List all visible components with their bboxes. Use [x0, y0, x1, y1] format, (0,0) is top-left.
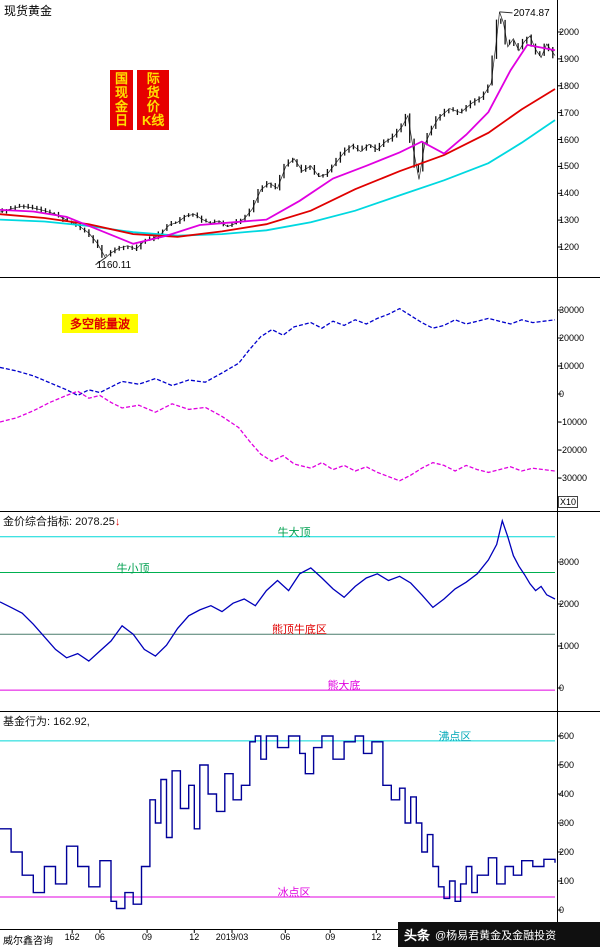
kline-corner-label: 国现金日际货价 K线	[110, 70, 170, 130]
fund-panel-title: 基金行为: 162.92,	[3, 713, 90, 729]
y-axis-tick: 1400	[559, 188, 580, 199]
fund-title-label: 基金行为:	[3, 716, 51, 728]
x-axis-tick: 09	[325, 932, 336, 942]
kline-corner-label-char: 货	[146, 85, 160, 100]
x-axis-tick: 09	[142, 932, 153, 942]
guide-label: 牛大顶	[277, 526, 311, 539]
indicator-title-value: 2078.25	[75, 516, 115, 528]
x-axis-tick: 2019/03	[215, 932, 249, 942]
indicator-panel-title: 金价综合指标: 2078.25↓	[3, 513, 120, 529]
down-arrow-icon: ↓	[114, 516, 121, 528]
kline-corner-label-char: 金	[115, 99, 129, 114]
y-axis-tick: 3000	[559, 557, 580, 567]
indicator-line	[0, 518, 556, 662]
y-axis-tick: 1600	[559, 134, 580, 145]
y-axis-tick: 500	[559, 760, 575, 770]
y-axis-tick: 1800	[559, 80, 580, 91]
price-annotation: 2074.87	[513, 7, 550, 19]
indicator-title-label: 金价综合指标:	[3, 516, 73, 528]
y-axis-tick: 1200	[559, 242, 580, 252]
kline-corner-label-char: 际	[146, 71, 160, 86]
x-axis-tick: 06	[94, 932, 105, 942]
y-axis-tick: -20000	[559, 445, 588, 455]
price-annotations	[95, 11, 513, 266]
y-axis-tick: 1000	[559, 641, 580, 651]
watermark-brand: 头条	[404, 928, 431, 943]
guide-label: 沸点区	[438, 730, 472, 743]
y-axis-tick: 1900	[559, 53, 580, 64]
x-axis-tick: 06	[280, 932, 291, 942]
y-axis-tick: 600	[559, 731, 575, 741]
kline-corner-label-char: 日	[115, 113, 129, 128]
page-title: 现货黄金	[4, 4, 53, 18]
guide-label: 熊顶牛底区	[271, 624, 327, 637]
watermark: 头条 @杨易君黄金及金融投资	[398, 922, 600, 947]
y-axis-tick: 10000	[559, 361, 585, 371]
y-axis-tick: 400	[559, 789, 575, 799]
guide-label: 熊大底	[327, 680, 361, 693]
x-axis-tick: 12	[371, 932, 382, 942]
kline-corner-label-char: K线	[142, 113, 165, 128]
moving-average-lines	[0, 43, 556, 245]
x-axis-tick: 12	[189, 932, 200, 942]
y-axis-tick: 2000	[559, 27, 580, 37]
y-axis-tick: 0	[559, 683, 565, 693]
energy-wave-lines	[0, 307, 556, 482]
kline-corner-label-char: 国	[115, 71, 129, 86]
y-axis-tick: 2000	[559, 599, 580, 609]
y-axis-tick: -10000	[559, 417, 588, 427]
y-axis-tick: -30000	[559, 473, 588, 483]
unit-multiplier-label: X10	[558, 496, 579, 508]
y-axis-tick: 300	[559, 818, 575, 828]
footer-brand: 威尔鑫咨询	[3, 936, 53, 947]
y-axis-tick: 200	[559, 847, 575, 857]
kline-corner-label-char: 价	[146, 99, 160, 114]
y-axis-tick: 0	[559, 905, 565, 915]
y-axis-tick: 1700	[559, 107, 580, 118]
y-axis-tick: 100	[559, 876, 575, 886]
price-annotation: 1160.11	[96, 259, 132, 271]
kline-corner-label-col: 国现金日	[110, 70, 134, 130]
y-axis-tick: 0	[559, 389, 565, 399]
energy-wave-badge: 多空能量波	[62, 314, 139, 333]
y-axis-tick: 20000	[559, 333, 585, 343]
guide-label: 牛小顶	[116, 562, 150, 575]
kline-corner-label-char: 现	[115, 85, 129, 100]
kline-corner-label-col: 际货价 K线	[137, 70, 170, 130]
x-axis-tick: 162	[64, 932, 80, 942]
guide-label: 冰点区	[277, 886, 311, 899]
y-axis-tick: 30000	[559, 305, 585, 315]
fund-step-line	[0, 735, 556, 910]
watermark-handle: @杨易君黄金及金融投资	[435, 929, 557, 942]
fund-title-value: 162.92,	[53, 716, 90, 728]
y-axis-tick: 1300	[559, 215, 580, 226]
y-axis-tick: 1500	[559, 161, 580, 172]
